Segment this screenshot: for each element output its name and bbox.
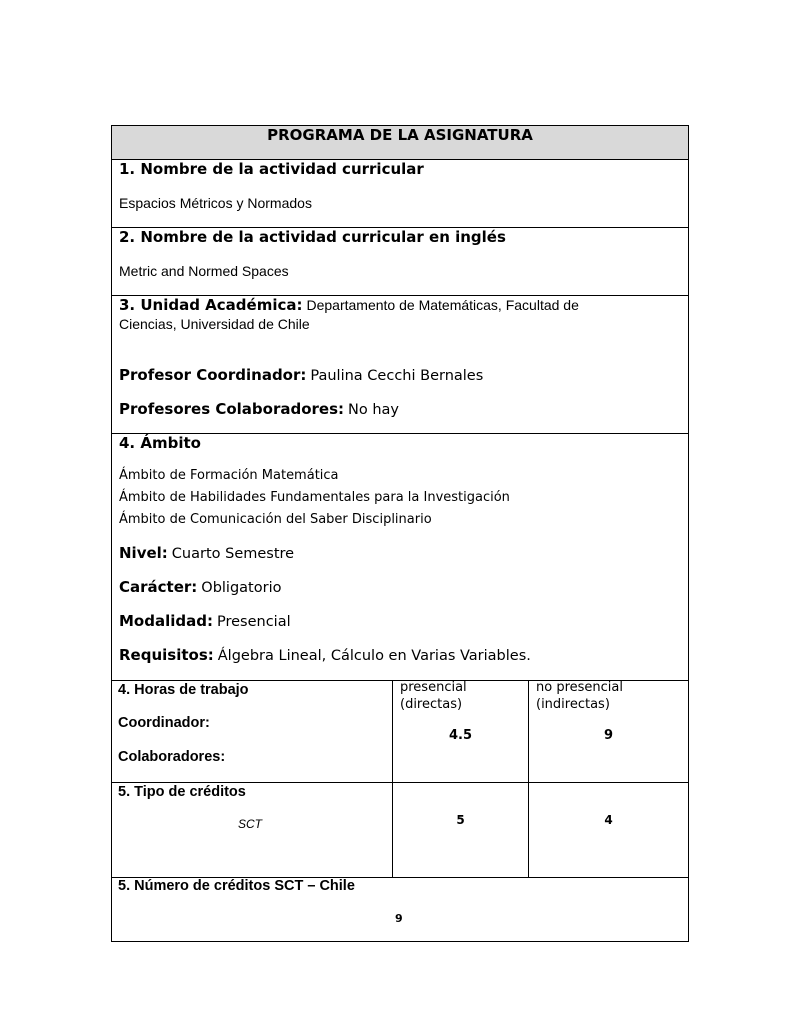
no-presencial-label-2: (indirectas): [536, 697, 610, 712]
horas-colaboradores-label: Colaboradores:: [118, 749, 226, 765]
presencial-label-1: presencial: [400, 680, 467, 695]
horas-heading: 4. Horas de trabajo: [118, 682, 249, 698]
section4-heading: 4. Ámbito: [119, 434, 201, 452]
coordinador-line: Profesor Coordinador: Paulina Cecchi Ber…: [119, 366, 483, 385]
horas-coordinador-label: Coordinador:: [118, 715, 210, 731]
modalidad-label: Modalidad:: [119, 612, 213, 630]
requisitos-line: Requisitos: Álgebra Lineal, Cálculo en V…: [119, 646, 531, 665]
numero-creditos-heading: 5. Número de créditos SCT – Chile: [118, 878, 355, 894]
caracter-value: Obligatorio: [201, 580, 282, 596]
creditos-presencial-value: 5: [456, 813, 465, 827]
numero-creditos-cell: [111, 877, 689, 942]
nivel-line: Nivel: Cuarto Semestre: [119, 544, 294, 563]
unidad-line: 3. Unidad Académica: Departamento de Mat…: [119, 296, 579, 315]
ambito-item: Ámbito de Habilidades Fundamentales para…: [119, 490, 510, 505]
caracter-label: Carácter:: [119, 578, 198, 596]
section2-value: Metric and Normed Spaces: [119, 263, 289, 279]
horas-no-presencial-value: 9: [603, 728, 614, 743]
colaboradores-line: Profesores Colaboradores: No hay: [119, 400, 399, 419]
no-presencial-label-1: no presencial: [536, 680, 623, 695]
nivel-label: Nivel:: [119, 544, 168, 562]
modalidad-line: Modalidad: Presencial: [119, 612, 291, 631]
section1-heading: 1. Nombre de la actividad curricular: [119, 160, 424, 178]
page-title: PROGRAMA DE LA ASIGNATURA: [267, 126, 533, 144]
numero-creditos-value: 9: [395, 912, 403, 925]
caracter-line: Carácter: Obligatorio: [119, 578, 281, 597]
creditos-no-presencial-cell: [528, 782, 689, 878]
ambito-item: Ámbito de Formación Matemática: [119, 468, 339, 483]
requisitos-value: Álgebra Lineal, Cálculo en Varias Variab…: [217, 648, 531, 664]
unidad-value-1: Departamento de Matemáticas, Facultad de: [306, 297, 579, 313]
creditos-presencial-cell: [392, 782, 529, 878]
creditos-no-presencial-value: 4: [604, 813, 613, 827]
requisitos-label: Requisitos:: [119, 646, 214, 664]
creditos-heading: 5. Tipo de créditos: [118, 784, 246, 800]
title-cell: [111, 125, 689, 160]
colaboradores-label: Profesores Colaboradores:: [119, 400, 345, 418]
presencial-label-2: (directas): [400, 697, 463, 712]
nivel-value: Cuarto Semestre: [171, 546, 295, 562]
creditos-type: SCT: [238, 817, 262, 831]
section2-heading: 2. Nombre de la actividad curricular en …: [119, 228, 506, 246]
colaboradores-value: No hay: [348, 402, 400, 418]
unidad-label: 3. Unidad Académica:: [119, 296, 303, 314]
ambito-item: Ámbito de Comunicación del Saber Discipl…: [119, 512, 432, 527]
coordinador-value: Paulina Cecchi Bernales: [310, 368, 484, 384]
horas-presencial-value: 4.5: [448, 728, 473, 743]
coordinador-label: Profesor Coordinador:: [119, 366, 307, 384]
unidad-value-2: Ciencias, Universidad de Chile: [119, 316, 310, 332]
modalidad-value: Presencial: [216, 614, 291, 630]
section1-value: Espacios Métricos y Normados: [119, 195, 312, 211]
